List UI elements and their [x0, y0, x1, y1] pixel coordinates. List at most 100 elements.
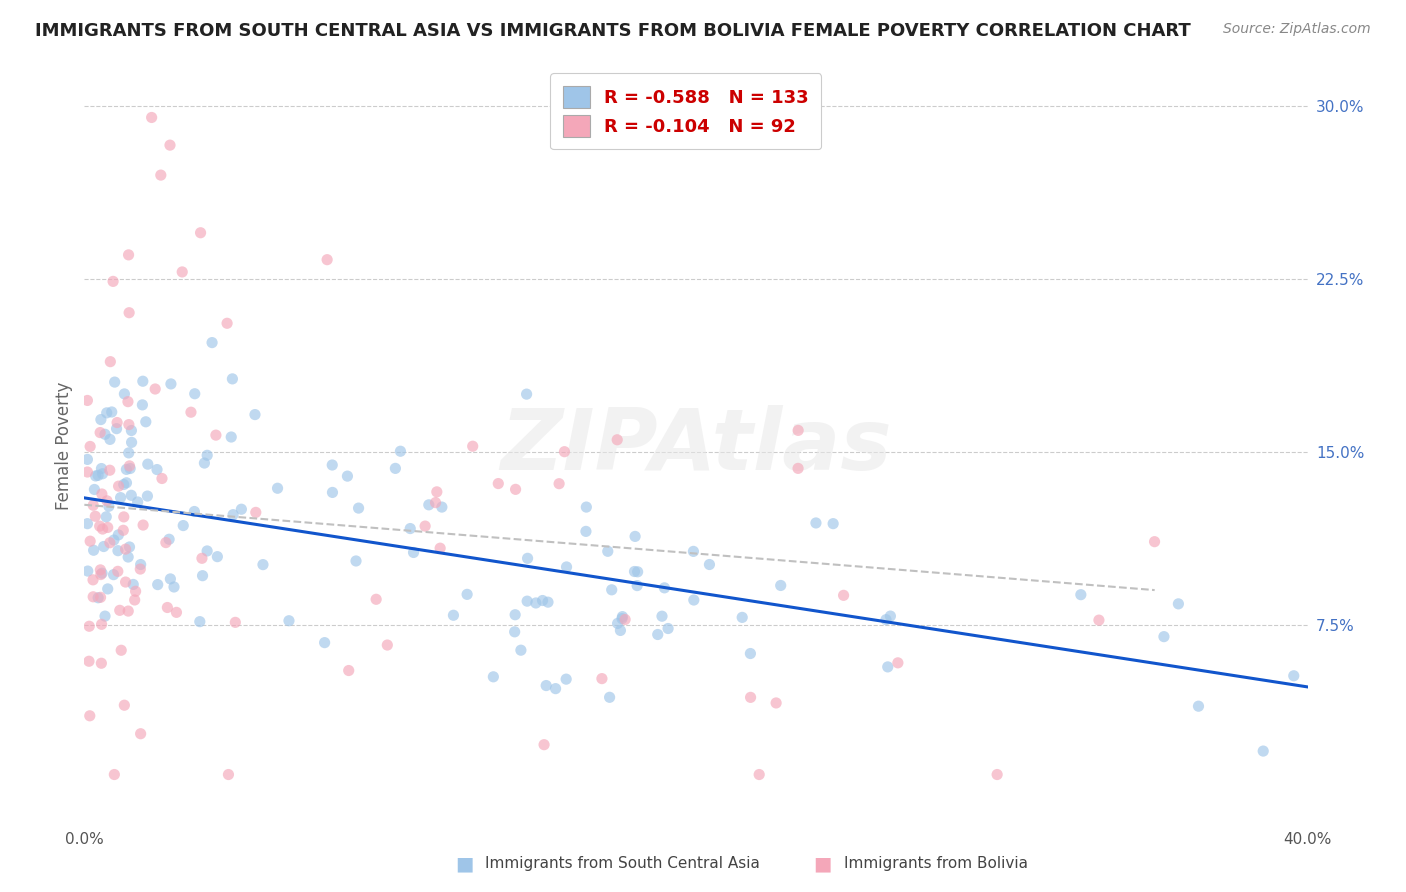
Legend: R = -0.588   N = 133, R = -0.104   N = 92: R = -0.588 N = 133, R = -0.104 N = 92 — [550, 73, 821, 150]
Point — [599, 690, 621, 705]
Point — [443, 608, 465, 623]
Point — [624, 529, 647, 543]
Point — [1187, 699, 1209, 714]
Point — [534, 679, 557, 693]
Text: ■: ■ — [813, 854, 832, 873]
Point — [96, 509, 118, 524]
Point — [129, 558, 152, 572]
Point — [623, 565, 645, 579]
Point — [89, 519, 111, 533]
Point — [647, 627, 669, 641]
Point — [114, 575, 136, 590]
Point — [77, 654, 100, 668]
Point — [91, 522, 114, 536]
Point — [146, 577, 169, 591]
Point — [748, 767, 770, 781]
Point — [76, 564, 98, 578]
Point — [159, 572, 181, 586]
Point — [103, 767, 125, 781]
Point — [191, 568, 214, 582]
Point — [503, 607, 526, 622]
Point — [184, 386, 207, 401]
Point — [112, 477, 135, 491]
Point — [344, 554, 367, 568]
Point — [155, 535, 177, 549]
Point — [90, 567, 112, 582]
Point — [90, 412, 112, 426]
Point — [651, 609, 673, 624]
Point — [87, 591, 110, 605]
Point — [104, 375, 127, 389]
Point — [1143, 534, 1166, 549]
Point — [266, 481, 288, 495]
Point — [160, 376, 183, 391]
Point — [156, 600, 179, 615]
Point — [399, 522, 422, 536]
Point — [1070, 588, 1092, 602]
Point — [425, 495, 447, 509]
Point — [413, 519, 436, 533]
Point — [120, 488, 142, 502]
Point — [98, 433, 121, 447]
Point — [136, 489, 159, 503]
Point — [531, 593, 554, 607]
Point — [132, 374, 155, 388]
Point — [98, 463, 121, 477]
Point — [91, 566, 114, 581]
Y-axis label: Female Poverty: Female Poverty — [55, 382, 73, 510]
Point — [600, 582, 623, 597]
Point — [97, 520, 120, 534]
Point — [606, 433, 628, 447]
Point — [84, 509, 107, 524]
Point — [190, 226, 212, 240]
Point — [120, 461, 142, 475]
Point — [243, 408, 266, 422]
Point — [100, 405, 122, 419]
Point — [124, 584, 146, 599]
Point — [222, 508, 245, 522]
Point — [118, 458, 141, 473]
Point — [108, 603, 131, 617]
Point — [1153, 630, 1175, 644]
Point — [136, 457, 159, 471]
Point — [336, 469, 359, 483]
Point — [384, 461, 406, 475]
Point — [787, 461, 810, 475]
Point — [555, 560, 578, 574]
Point — [627, 565, 650, 579]
Point — [195, 544, 218, 558]
Point — [832, 588, 855, 602]
Point — [118, 446, 141, 460]
Point — [347, 501, 370, 516]
Point — [98, 354, 121, 368]
Point — [278, 614, 301, 628]
Point — [533, 738, 555, 752]
Point — [430, 500, 453, 514]
Point — [193, 456, 215, 470]
Point — [90, 657, 112, 671]
Point — [509, 643, 531, 657]
Point — [986, 767, 1008, 781]
Point — [609, 624, 631, 638]
Point — [105, 416, 128, 430]
Point — [426, 484, 449, 499]
Point — [90, 461, 112, 475]
Point — [97, 500, 120, 514]
Point — [316, 252, 339, 267]
Point — [486, 476, 509, 491]
Point — [1251, 744, 1274, 758]
Point — [112, 698, 135, 713]
Point — [76, 516, 98, 531]
Point — [657, 622, 679, 636]
Point — [91, 467, 114, 481]
Point — [76, 393, 98, 408]
Point — [314, 635, 336, 649]
Point — [887, 656, 910, 670]
Point — [612, 609, 634, 624]
Point — [682, 593, 704, 607]
Point — [626, 578, 648, 592]
Point — [93, 540, 115, 554]
Point — [94, 609, 117, 624]
Text: ■: ■ — [454, 854, 474, 873]
Point — [516, 387, 538, 401]
